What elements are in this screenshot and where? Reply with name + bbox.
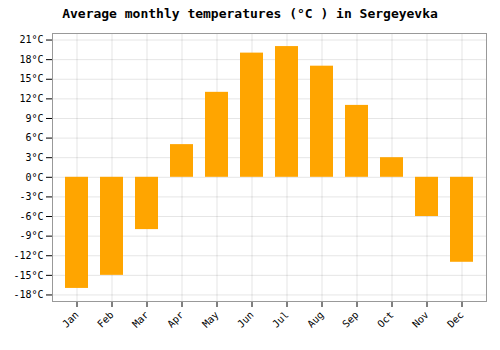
svg-text:6°C: 6°C [25, 132, 43, 143]
svg-text:15°C: 15°C [19, 73, 43, 84]
svg-text:Jun: Jun [235, 309, 256, 330]
svg-text:-15°C: -15°C [13, 270, 43, 281]
svg-text:21°C: 21°C [19, 34, 43, 45]
svg-text:-9°C: -9°C [19, 230, 43, 241]
svg-text:Jul: Jul [270, 309, 291, 330]
svg-text:Oct: Oct [375, 309, 396, 330]
svg-text:Nov: Nov [410, 309, 431, 330]
svg-text:0°C: 0°C [25, 172, 43, 183]
svg-text:-12°C: -12°C [13, 250, 43, 261]
svg-text:Feb: Feb [95, 309, 116, 330]
svg-text:Jan: Jan [60, 309, 81, 330]
svg-text:-3°C: -3°C [19, 191, 43, 202]
svg-text:May: May [200, 309, 221, 330]
svg-text:12°C: 12°C [19, 93, 43, 104]
svg-text:-18°C: -18°C [13, 289, 43, 300]
svg-text:9°C: 9°C [25, 113, 43, 124]
svg-text:-6°C: -6°C [19, 211, 43, 222]
svg-text:Mar: Mar [130, 309, 151, 330]
svg-text:Apr: Apr [165, 309, 186, 330]
svg-text:Dec: Dec [445, 309, 466, 330]
svg-text:Sep: Sep [340, 309, 361, 330]
svg-text:18°C: 18°C [19, 54, 43, 65]
svg-text:Aug: Aug [305, 309, 326, 330]
html-text:Average monthly temperatures (: Average monthly temperatures (°C ) in Se… [62, 6, 438, 21]
svg-text:3°C: 3°C [25, 152, 43, 163]
